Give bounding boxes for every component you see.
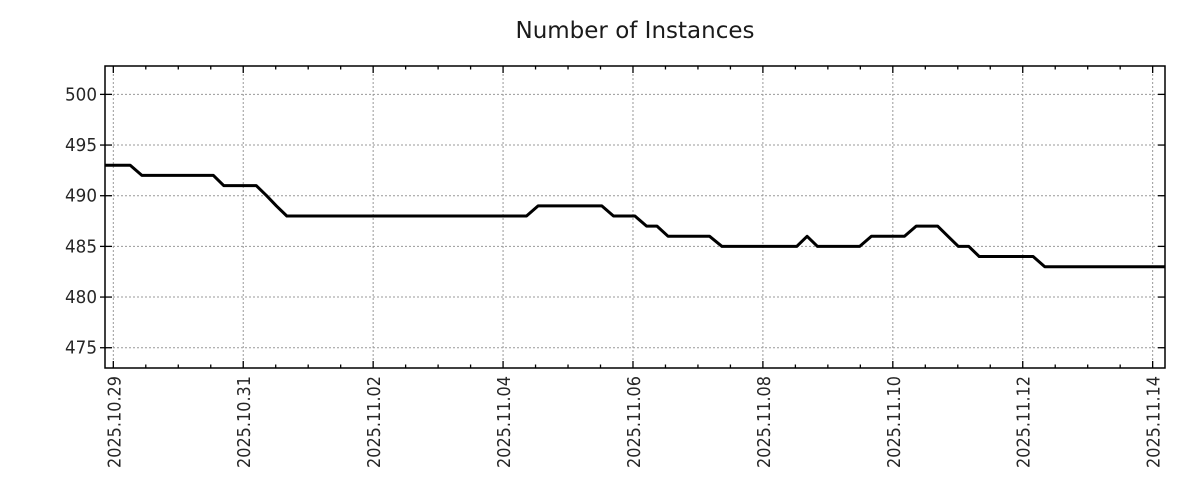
x-tick-label: 2025.11.02 [364, 376, 385, 468]
y-tick-label: 500 [65, 84, 97, 105]
x-tick-label: 2025.11.12 [1014, 376, 1035, 468]
y-tick-label: 480 [65, 287, 97, 308]
chart-title: Number of Instances [516, 18, 755, 44]
x-tick-label: 2025.11.04 [494, 376, 515, 468]
plot-border [104, 65, 1166, 369]
y-tick-label: 485 [65, 236, 97, 257]
y-tick-label: 475 [65, 338, 97, 359]
data-line [104, 163, 1165, 269]
series-layer [104, 163, 1165, 269]
grid-layer [105, 66, 1165, 368]
x-tick-label: 2025.11.10 [884, 376, 905, 468]
x-tick-label: 2025.11.14 [1144, 376, 1165, 468]
x-tick-label: 2025.10.31 [234, 376, 255, 468]
x-tick-label: 2025.10.29 [104, 376, 125, 468]
y-tick-label: 490 [65, 186, 97, 207]
y-tick-label: 495 [65, 135, 97, 156]
x-tick-label: 2025.11.08 [754, 376, 775, 468]
tick-labels-layer: 475 480 485 490 495 500 2025.10.29 2025.10.31 20… [65, 84, 1165, 468]
x-tick-label: 2025.11.06 [624, 376, 645, 468]
